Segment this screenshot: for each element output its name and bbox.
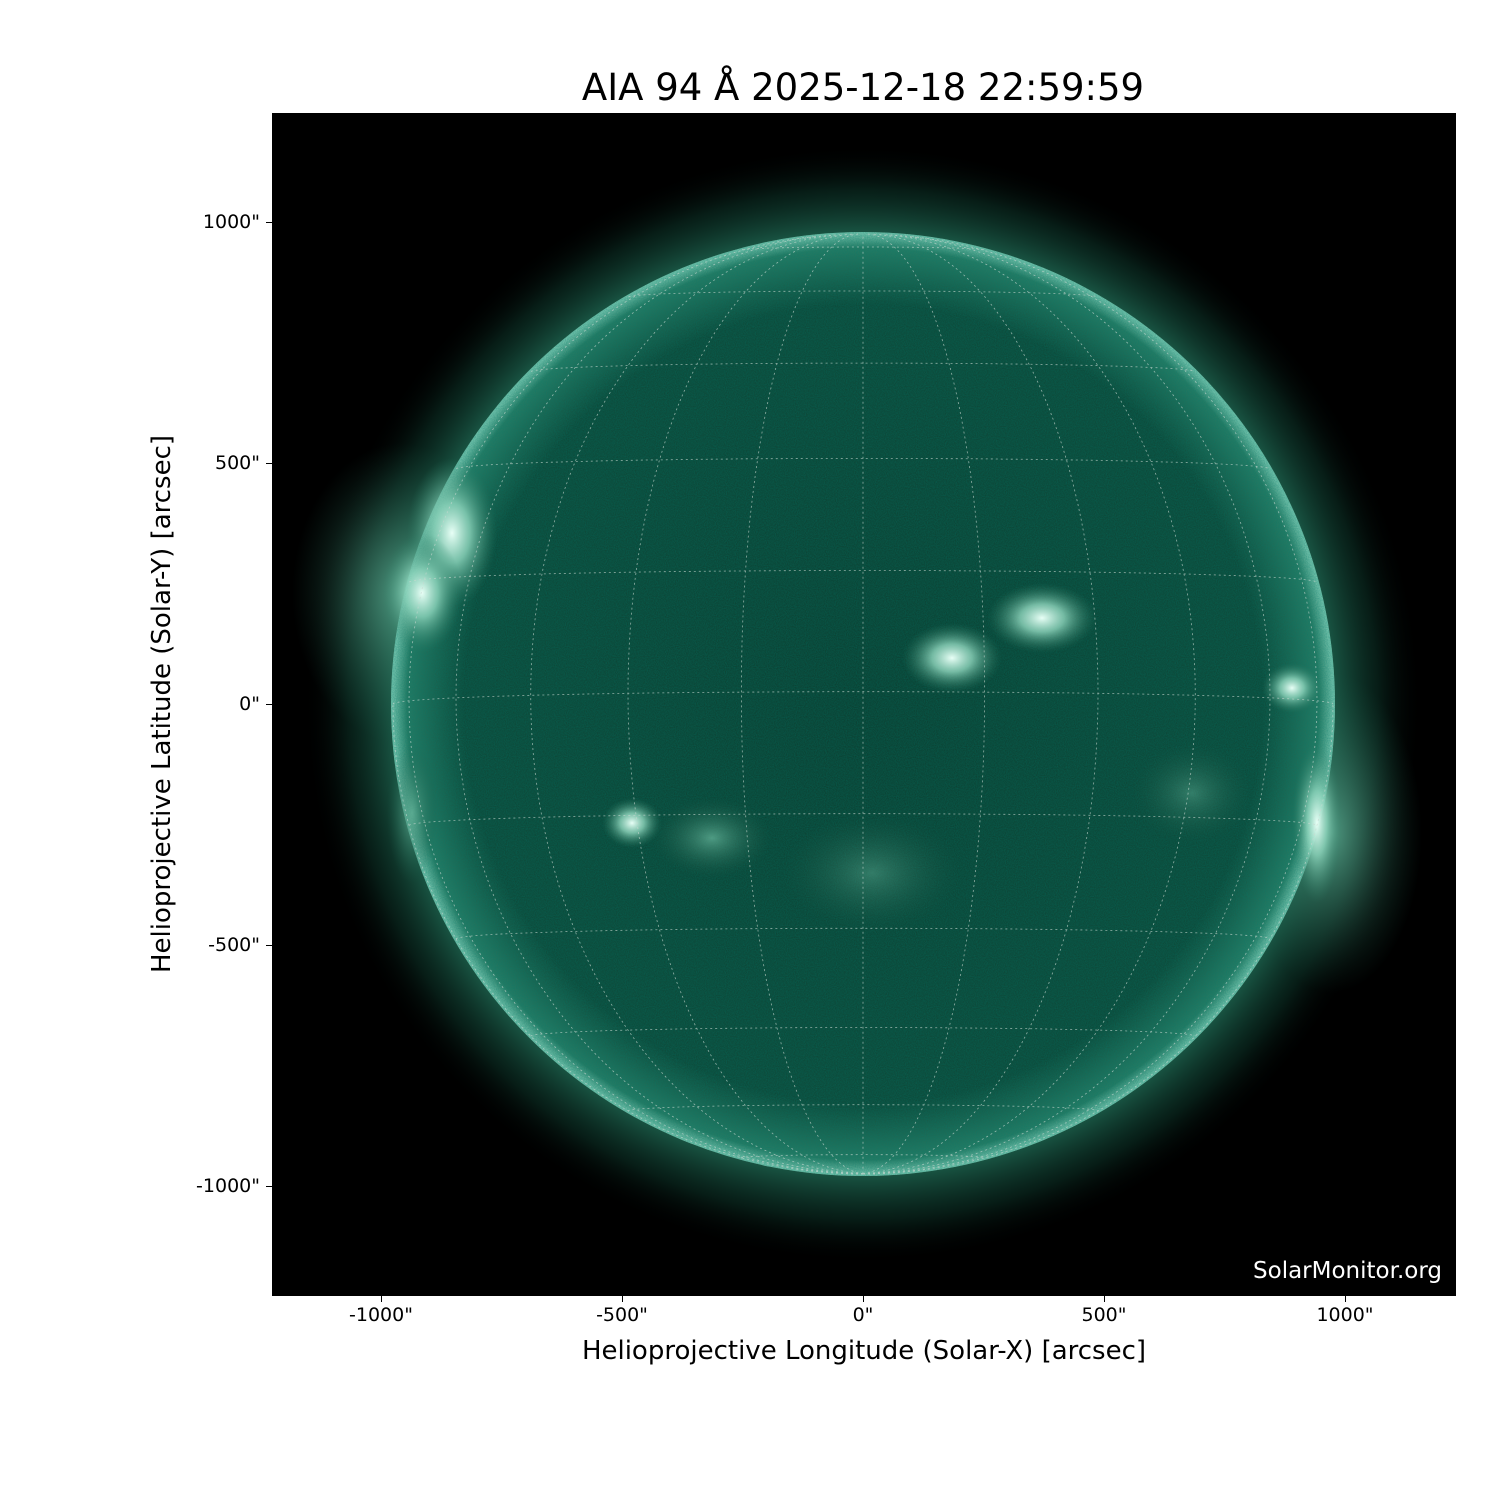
grid-line	[530, 362, 1196, 372]
grid-line	[455, 234, 864, 1175]
grid-line	[627, 1104, 1099, 1112]
active-region	[1262, 663, 1322, 713]
y-tick-label: -1000"	[196, 1175, 260, 1197]
y-tick-mark	[266, 222, 272, 223]
active-region	[602, 798, 662, 848]
x-tick-label: 0"	[852, 1304, 874, 1326]
x-tick-mark	[1104, 1296, 1105, 1302]
grid-line	[409, 570, 1317, 583]
grid-line	[628, 290, 1098, 298]
grid-line	[741, 1154, 985, 1159]
y-tick-label: 500"	[214, 452, 260, 474]
solar-disk-image	[292, 144, 1423, 1264]
grid-line	[408, 813, 1318, 826]
y-tick-mark	[266, 463, 272, 464]
x-tick-label: 1000"	[1316, 1304, 1374, 1326]
x-tick-mark	[622, 1296, 623, 1302]
y-tick-label: 1000"	[202, 211, 260, 233]
x-tick-label: -500"	[596, 1304, 648, 1326]
y-axis-label: Helioprojective Latitude (Solar-Y) [arcs…	[147, 434, 177, 974]
active-region	[1132, 743, 1252, 843]
x-axis-label: Helioprojective Longitude (Solar-X) [arc…	[581, 1336, 1147, 1366]
active-region	[652, 798, 772, 878]
grid-line	[862, 233, 985, 1175]
active-region	[387, 743, 437, 883]
x-tick-mark	[863, 1296, 864, 1302]
grid-line	[392, 691, 1334, 705]
y-tick-mark	[266, 1186, 272, 1187]
grid-line	[455, 927, 1271, 940]
active-region	[1292, 743, 1342, 903]
y-tick-label: -500"	[208, 934, 260, 956]
grid-line	[408, 236, 864, 1175]
x-tick-mark	[381, 1296, 382, 1302]
active-region	[902, 623, 1002, 693]
active-regions	[382, 458, 1342, 933]
x-tick-label: -1000"	[349, 1304, 413, 1326]
disk-texture	[391, 232, 1335, 1176]
y-tick-mark	[266, 945, 272, 946]
heliographic-grid	[392, 233, 1334, 1175]
grid-line	[530, 1027, 1196, 1037]
active-region	[782, 813, 962, 933]
grid-line	[862, 234, 1271, 1175]
y-tick-mark	[266, 704, 272, 705]
y-tick-label: 0"	[239, 693, 260, 715]
active-region	[987, 583, 1097, 653]
plot-title: AIA 94 Å 2025-12-18 22:59:59	[581, 66, 1145, 109]
active-region	[382, 533, 462, 653]
watermark: SolarMonitor.org	[1253, 1258, 1442, 1284]
grid-line	[741, 246, 985, 251]
solar-image-axes: SolarMonitor.org	[272, 113, 1456, 1296]
grid-line	[741, 233, 864, 1175]
x-tick-label: 500"	[1081, 1304, 1127, 1326]
grid-line	[862, 703, 1334, 1175]
grid-line	[862, 236, 1318, 1175]
x-tick-mark	[1345, 1296, 1346, 1302]
